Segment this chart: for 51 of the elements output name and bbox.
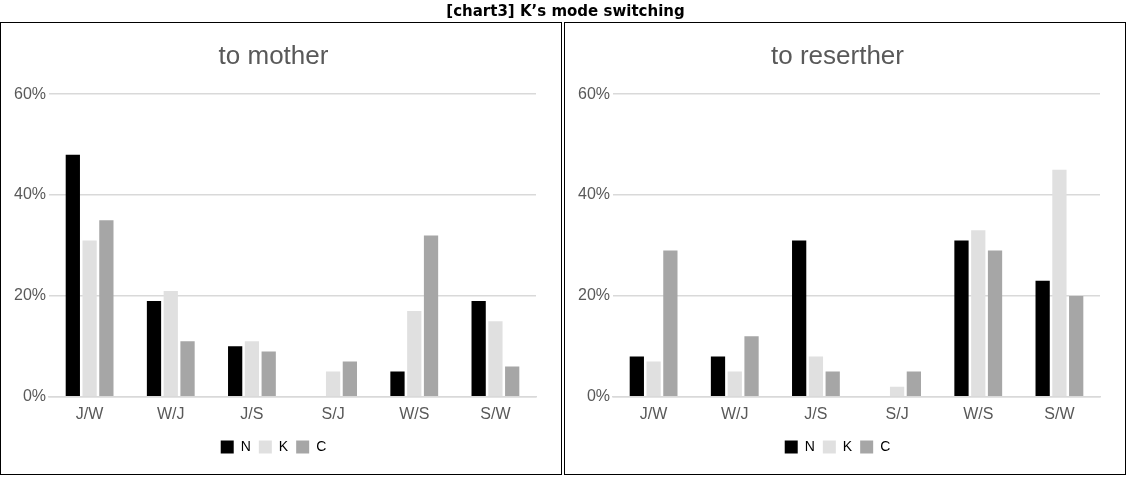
bar (390, 371, 405, 397)
legend-label: N (804, 437, 815, 454)
bar (825, 371, 840, 397)
y-tick-label: 60% (13, 84, 47, 102)
x-tick-label: W/S (963, 404, 994, 422)
x-tick-label: S/W (480, 404, 512, 422)
chart-title: to reserther (771, 39, 905, 70)
bar (228, 346, 243, 397)
bar (1035, 280, 1050, 397)
x-tick-label: S/J (321, 404, 345, 422)
legend-label: N (240, 437, 251, 454)
bar (906, 371, 921, 397)
x-tick-label: S/J (885, 404, 909, 422)
y-tick-label: 60% (577, 84, 611, 102)
legend-label: K (278, 437, 289, 454)
bar (710, 356, 726, 397)
y-tick-label: 40% (13, 185, 47, 203)
chart-title: to mother (218, 39, 329, 70)
x-tick-label: W/S (399, 404, 430, 422)
bar (471, 300, 486, 397)
x-tick-label: J/W (639, 404, 669, 422)
legend-label: C (880, 437, 891, 454)
bar (65, 154, 80, 397)
x-tick-label: J/S (804, 404, 828, 422)
legend-label: K (842, 437, 853, 454)
y-tick-label: 0% (22, 387, 47, 405)
bar (629, 356, 644, 397)
bar (744, 336, 759, 397)
x-tick-label: W/J (156, 404, 185, 422)
y-tick-label: 20% (13, 286, 47, 304)
bar (792, 240, 807, 397)
bar (505, 366, 520, 397)
bar (1069, 295, 1084, 397)
bar (663, 250, 678, 397)
x-tick-label: J/S (240, 404, 264, 422)
bar (987, 250, 1003, 397)
y-tick-label: 20% (577, 286, 611, 304)
y-tick-label: 40% (577, 185, 611, 203)
x-tick-label: J/W (75, 404, 105, 422)
legend-label: C (316, 437, 327, 454)
y-tick-label: 0% (586, 387, 611, 405)
x-tick-label: S/W (1044, 404, 1076, 422)
bar (180, 341, 195, 397)
bar (423, 235, 439, 397)
text: [chart3] K’s mode switching (445, 1, 686, 22)
bar (99, 220, 114, 397)
bar (342, 361, 357, 397)
bar (954, 240, 969, 397)
x-tick-label: W/J (720, 404, 749, 422)
bar (146, 300, 162, 397)
bar (261, 351, 276, 397)
